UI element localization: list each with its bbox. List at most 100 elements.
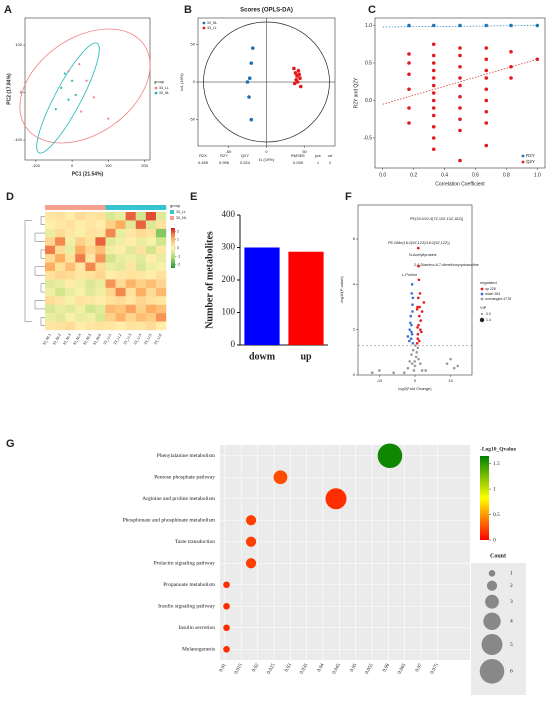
point xyxy=(452,366,456,370)
bubble xyxy=(223,645,230,653)
heatmap-cell xyxy=(95,296,106,305)
point xyxy=(431,23,436,28)
point xyxy=(458,53,462,58)
x-tick-label: 0.02 xyxy=(252,663,261,674)
legend-marker xyxy=(521,154,525,158)
point xyxy=(409,314,413,318)
panel-letter: F xyxy=(345,191,352,203)
group-bar xyxy=(95,205,106,210)
colorbar-label: 0 xyxy=(177,246,179,250)
point xyxy=(298,76,302,81)
y-axis-label: R2Y and Q2Y xyxy=(353,77,359,108)
heatmap-cell xyxy=(115,212,126,221)
annotation: PE(15:0/22:4(7Z,10Z,13Z,16Z)) xyxy=(410,217,464,221)
heatmap-cell xyxy=(85,271,96,280)
point xyxy=(416,346,420,350)
heatmap-cell xyxy=(145,212,157,221)
legend-label: 33_LL xyxy=(159,86,169,90)
point xyxy=(413,364,417,368)
size-legend-marker xyxy=(485,594,499,609)
column-label: 33_LL3 xyxy=(123,333,132,345)
group-bar xyxy=(75,205,86,210)
panel-letter: E xyxy=(190,191,197,203)
bubble xyxy=(325,488,347,510)
point xyxy=(245,80,250,84)
legend-label: 33_NL xyxy=(207,21,217,25)
size-legend-label: 3 xyxy=(510,599,513,605)
heatmap-cell xyxy=(45,279,56,289)
legend-title: regulated xyxy=(480,280,497,285)
y-tick-label: 4 xyxy=(353,281,356,286)
annotation: L-Proline xyxy=(402,273,417,277)
heatmap-cell xyxy=(45,254,56,263)
column-label: 33_NL3 xyxy=(62,333,72,346)
heatmap-cell xyxy=(125,304,136,314)
heatmap-cell xyxy=(75,237,86,246)
bubble xyxy=(245,515,257,526)
stat-value: 0.524 xyxy=(240,160,251,165)
heatmap-cell xyxy=(125,212,136,221)
point xyxy=(294,77,298,82)
legend-swatch xyxy=(170,210,174,214)
point xyxy=(416,332,420,336)
heatmap-cell xyxy=(135,228,147,238)
y-tick-label: 300 xyxy=(222,242,236,252)
heatmap-cell xyxy=(65,212,76,221)
x-tick-label: 100 xyxy=(105,163,112,168)
point xyxy=(458,76,462,80)
x-tick-label: 0 xyxy=(71,163,74,168)
heatmap-cell xyxy=(105,245,116,255)
point xyxy=(458,128,462,133)
heatmap-cell xyxy=(155,262,167,272)
y-tick-label: Insulin signaling pathway xyxy=(158,604,215,610)
heatmap-cell xyxy=(115,245,126,255)
heatmap-cell xyxy=(105,304,116,314)
point xyxy=(410,292,414,295)
heatmap-cell xyxy=(145,296,157,305)
heatmap-cell xyxy=(105,279,116,289)
point xyxy=(107,117,110,120)
legend-marker xyxy=(480,297,484,301)
x-tick-label: 0.07 xyxy=(415,663,424,674)
x-tick-label: 10 xyxy=(448,378,453,383)
point xyxy=(293,71,298,75)
point xyxy=(417,264,420,268)
heatmap-cell xyxy=(45,228,56,238)
x-tick-label: dowm xyxy=(249,351,276,362)
y-tick-label: Phenylalanine metabolism xyxy=(157,453,216,459)
size-legend-marker xyxy=(479,659,505,684)
heatmap-cell xyxy=(115,321,126,331)
heatmap-cell xyxy=(125,262,136,272)
x-tick-label: 0.065 xyxy=(397,663,407,676)
y-tick-label: Insulin secretion xyxy=(178,625,215,631)
colorbar xyxy=(480,456,489,540)
point xyxy=(247,76,252,81)
group-bar xyxy=(45,205,56,210)
heatmap-cell xyxy=(55,254,66,263)
group-bar xyxy=(145,205,157,210)
point xyxy=(417,278,421,282)
legend-marker xyxy=(154,86,158,90)
group-bar xyxy=(135,205,147,210)
x-tick-label: 0.04 xyxy=(317,663,326,674)
point xyxy=(535,57,540,62)
heatmap-cell xyxy=(85,220,96,230)
x-axis-label: PC1 (21.54%) xyxy=(72,171,104,177)
plot-background xyxy=(220,445,470,660)
x-tick-label: 1.0 xyxy=(534,172,541,178)
point xyxy=(484,46,489,50)
size-legend-label: 5 xyxy=(510,642,513,648)
point xyxy=(410,332,414,336)
dendrogram xyxy=(40,317,45,326)
heatmap-cell xyxy=(155,228,167,238)
heatmap-cell xyxy=(55,287,66,297)
heatmap-cell xyxy=(45,271,56,280)
heatmap-cell xyxy=(135,304,147,314)
heatmap-cell xyxy=(45,304,56,314)
heatmap-cell xyxy=(155,254,167,263)
heatmap-cell xyxy=(115,296,126,305)
heatmap-cell xyxy=(95,262,106,272)
point xyxy=(297,72,302,77)
point xyxy=(406,366,410,370)
point xyxy=(458,117,462,122)
